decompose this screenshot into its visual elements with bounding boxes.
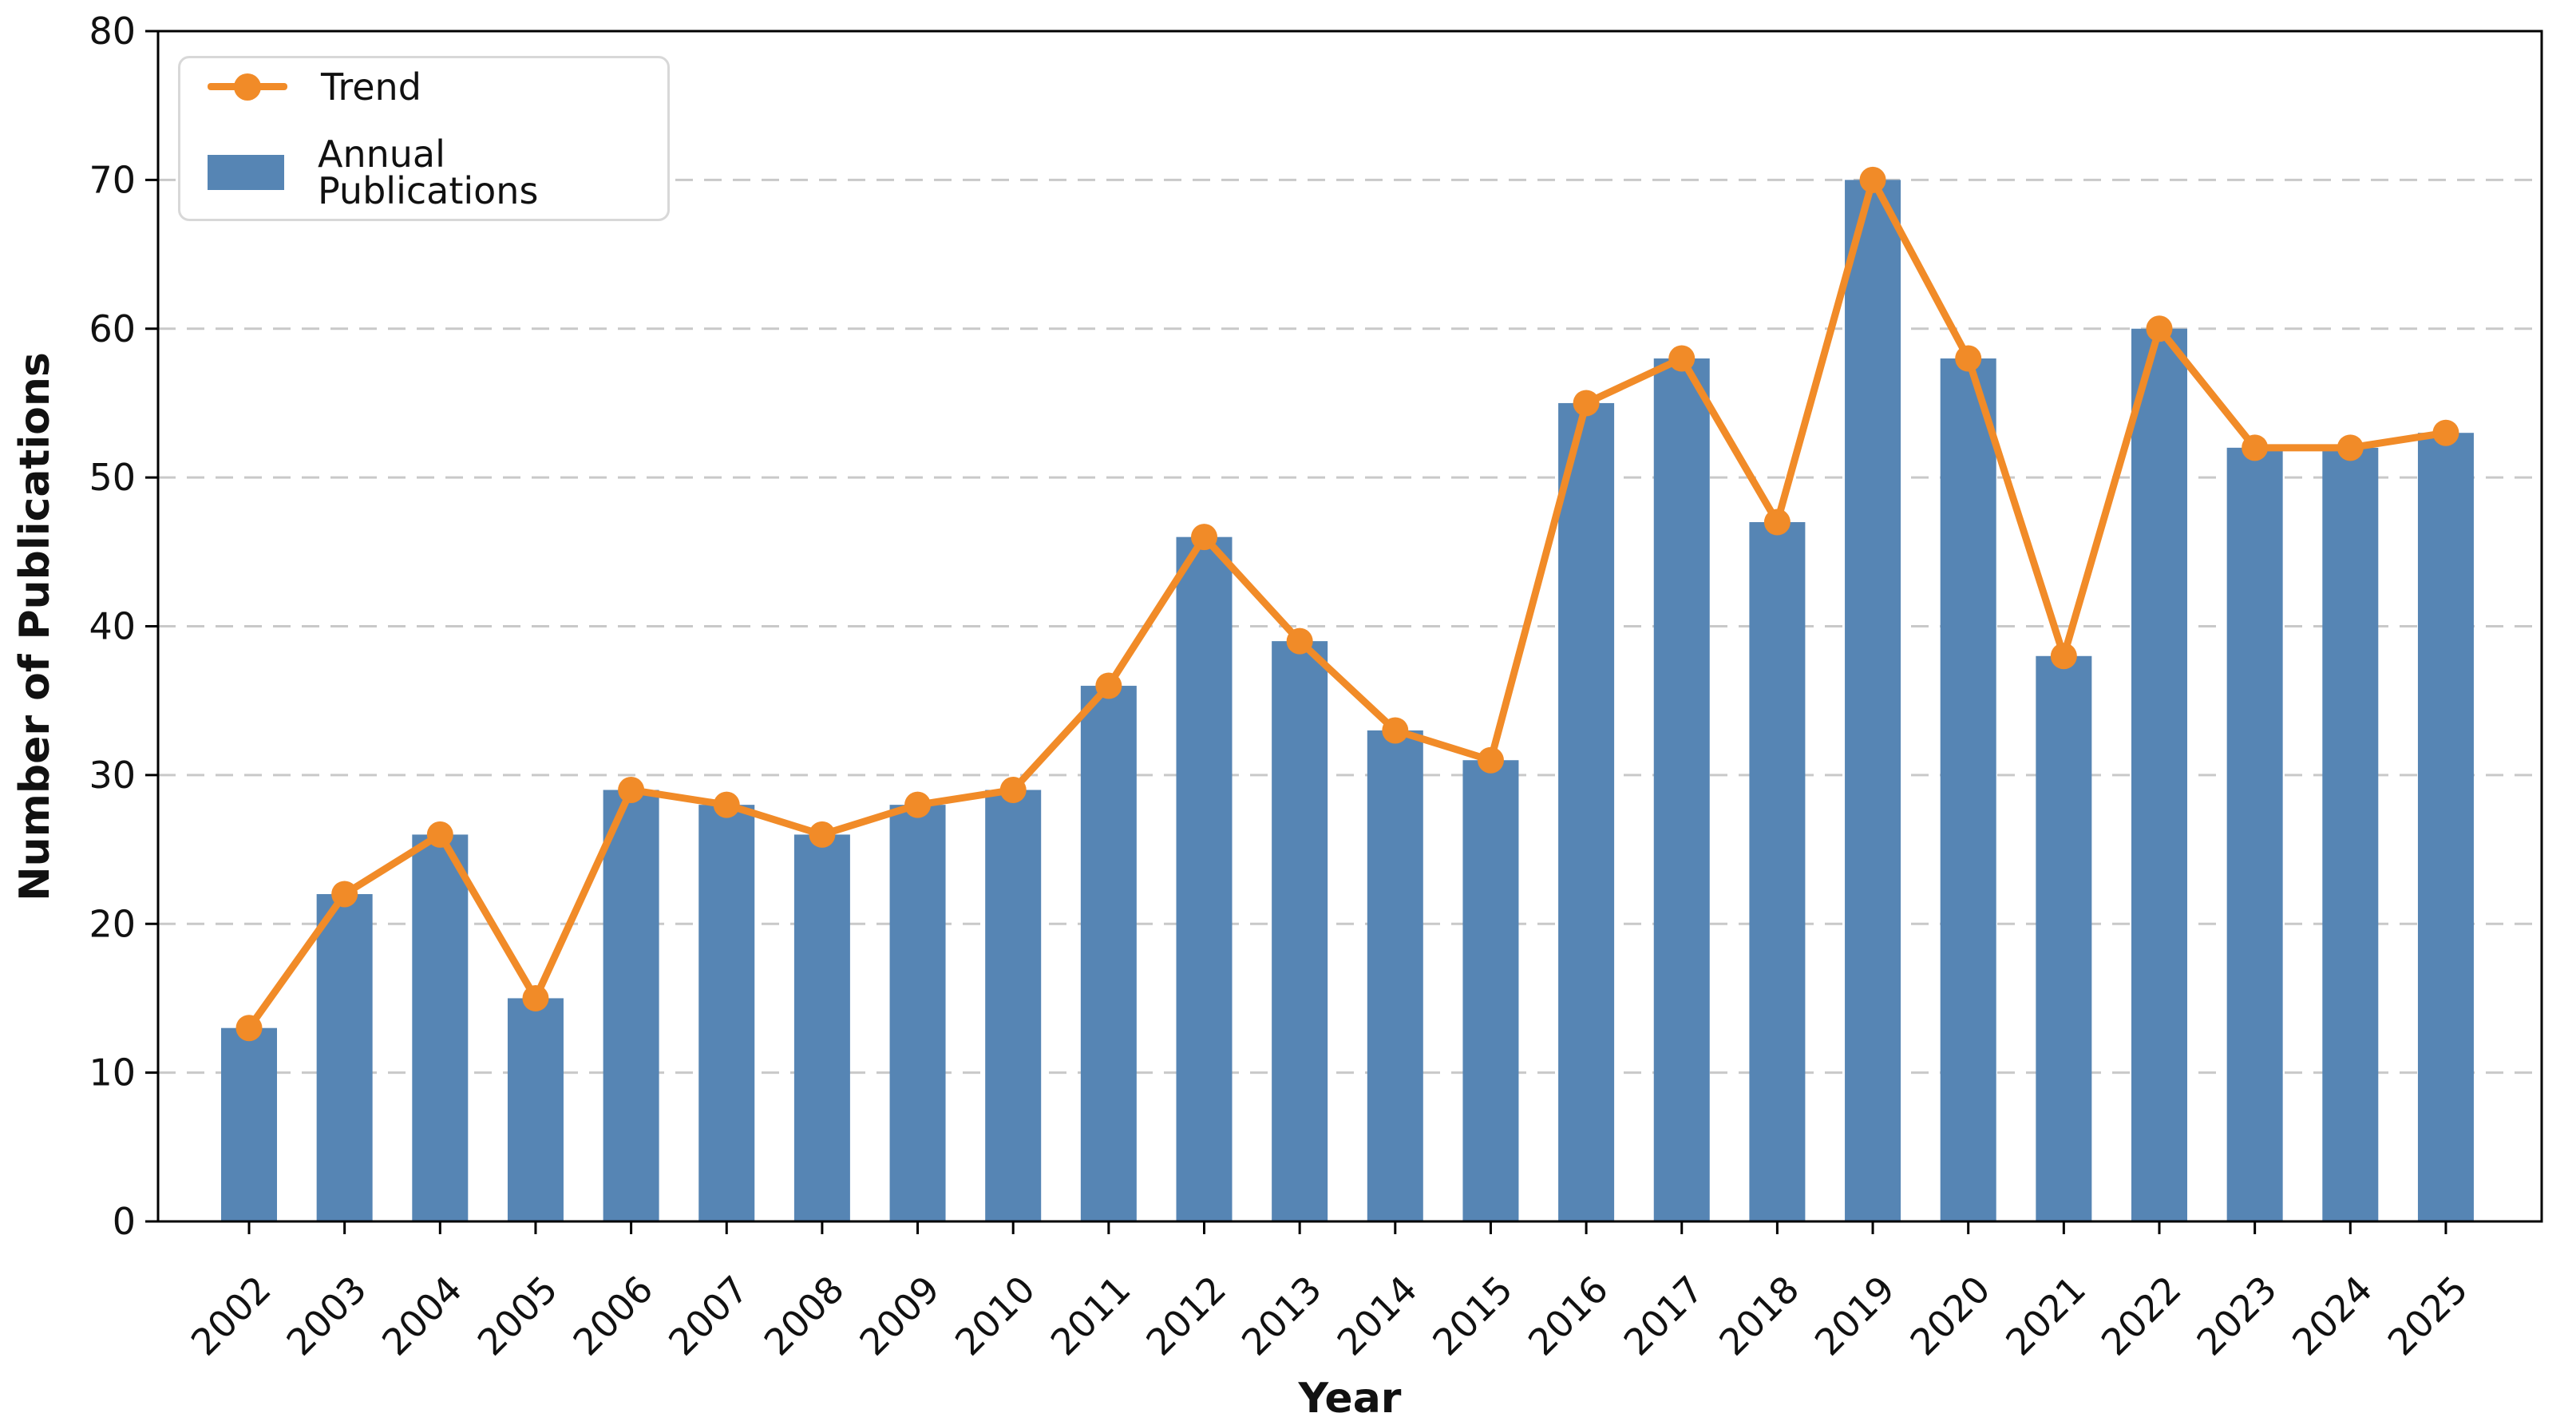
x-tick-label-2021: 2021 <box>1997 1268 2094 1364</box>
x-tick-label-2012: 2012 <box>1138 1268 1234 1364</box>
bar-2012 <box>1176 536 1233 1221</box>
trend-marker-2015 <box>1477 746 1504 774</box>
trend-marker-2004 <box>426 821 453 848</box>
trend-marker-2025 <box>2432 419 2459 446</box>
trend-marker-2018 <box>1763 509 1791 536</box>
x-tick-label-2014: 2014 <box>1329 1268 1426 1364</box>
x-tick-label-2007: 2007 <box>660 1268 757 1364</box>
trend-marker-2022 <box>2146 315 2173 342</box>
bar-2021 <box>2036 655 2092 1221</box>
y-tick-label-20: 20 <box>89 902 136 945</box>
bar-2016 <box>1558 402 1615 1221</box>
trend-marker-2002 <box>235 1015 263 1042</box>
y-tick-label-30: 30 <box>89 754 136 797</box>
trend-marker-2016 <box>1573 390 1600 417</box>
x-tick-label-2018: 2018 <box>1711 1268 1807 1364</box>
trend-marker-2005 <box>522 984 549 1011</box>
bar-2024 <box>2322 447 2379 1221</box>
trend-marker-2014 <box>1382 717 1409 744</box>
x-tick-label-2015: 2015 <box>1424 1268 1521 1364</box>
x-tick-label-2024: 2024 <box>2284 1268 2380 1364</box>
y-axis-label: Number of Publications <box>11 352 59 901</box>
trend-marker-2003 <box>331 881 358 908</box>
legend-row-trend: Trend <box>208 69 667 105</box>
bar-2014 <box>1367 730 1423 1221</box>
bar-2015 <box>1462 760 1519 1221</box>
trend-line-swatch-icon <box>208 83 287 90</box>
trend-marker-2007 <box>713 791 740 818</box>
bar-2011 <box>1080 686 1137 1221</box>
bar-2020 <box>1940 358 1996 1221</box>
x-tick-label-2009: 2009 <box>851 1268 948 1364</box>
y-tick-label-80: 80 <box>89 10 136 53</box>
trend-line <box>245 176 2450 1032</box>
bar-2013 <box>1272 641 1328 1221</box>
trend-marker-2024 <box>2337 434 2364 461</box>
trend-marker-2020 <box>1955 345 1982 372</box>
trend-marker-2021 <box>2050 643 2077 670</box>
x-axis-label: Year <box>1298 1375 1402 1421</box>
x-tick-label-2020: 2020 <box>1902 1268 1999 1364</box>
trend-marker-2008 <box>809 821 836 848</box>
bar-2010 <box>985 790 1042 1221</box>
x-tick-label-2025: 2025 <box>2380 1268 2476 1364</box>
x-tick-label-2010: 2010 <box>947 1268 1043 1364</box>
bar-2006 <box>603 790 659 1221</box>
bar-2023 <box>2226 447 2283 1221</box>
bar-2003 <box>316 893 373 1221</box>
trend-marker-2011 <box>1095 672 1122 699</box>
y-tick-label-50: 50 <box>89 456 136 499</box>
x-tick-label-2011: 2011 <box>1043 1268 1139 1364</box>
trend-marker-2009 <box>904 791 932 818</box>
legend: Trend Annual Publications <box>178 56 670 221</box>
x-tick-label-2005: 2005 <box>469 1268 566 1364</box>
bar-2002 <box>221 1027 277 1221</box>
y-tick-label-40: 40 <box>89 605 136 648</box>
y-tick-label-10: 10 <box>89 1051 136 1094</box>
trend-marker-2019 <box>1859 166 1886 193</box>
x-tick-label-2023: 2023 <box>2188 1268 2285 1364</box>
trend-marker-2013 <box>1286 627 1313 655</box>
x-tick-label-2008: 2008 <box>756 1268 853 1364</box>
bar-2025 <box>2417 433 2474 1221</box>
bar-2022 <box>2131 328 2187 1221</box>
y-tick-label-0: 0 <box>113 1200 136 1243</box>
x-tick-label-2006: 2006 <box>564 1268 661 1364</box>
legend-trend-label: Trend <box>321 65 421 109</box>
bar-2008 <box>793 834 850 1221</box>
trend-marker-2012 <box>1191 524 1217 551</box>
legend-row-bars: Annual Publications <box>208 136 667 209</box>
bar-2019 <box>1845 180 1901 1221</box>
legend-bars-label: Annual Publications <box>318 132 539 212</box>
x-tick-label-2004: 2004 <box>374 1268 470 1364</box>
trend-marker-2017 <box>1668 345 1696 372</box>
x-tick-label-2019: 2019 <box>1806 1268 1903 1364</box>
y-tick-label-60: 60 <box>89 307 136 350</box>
bar-2009 <box>889 805 946 1221</box>
x-tick-label-2003: 2003 <box>278 1268 374 1364</box>
trend-marker-2023 <box>2242 434 2269 461</box>
bar-2017 <box>1653 358 1710 1221</box>
trend-marker-2006 <box>618 777 645 804</box>
x-tick-label-2017: 2017 <box>1616 1268 1712 1364</box>
bar-2005 <box>507 998 564 1221</box>
x-tick-label-2016: 2016 <box>1520 1268 1616 1364</box>
bar-2018 <box>1749 522 1806 1221</box>
trend-marker-2010 <box>999 777 1027 804</box>
bar-2004 <box>412 834 469 1221</box>
bar-2007 <box>698 805 755 1221</box>
y-tick-label-70: 70 <box>89 158 136 201</box>
x-tick-label-2013: 2013 <box>1233 1268 1330 1364</box>
x-tick-label-2022: 2022 <box>2093 1268 2190 1364</box>
annual-publications-swatch-icon <box>208 154 284 190</box>
x-tick-label-2002: 2002 <box>183 1268 279 1364</box>
